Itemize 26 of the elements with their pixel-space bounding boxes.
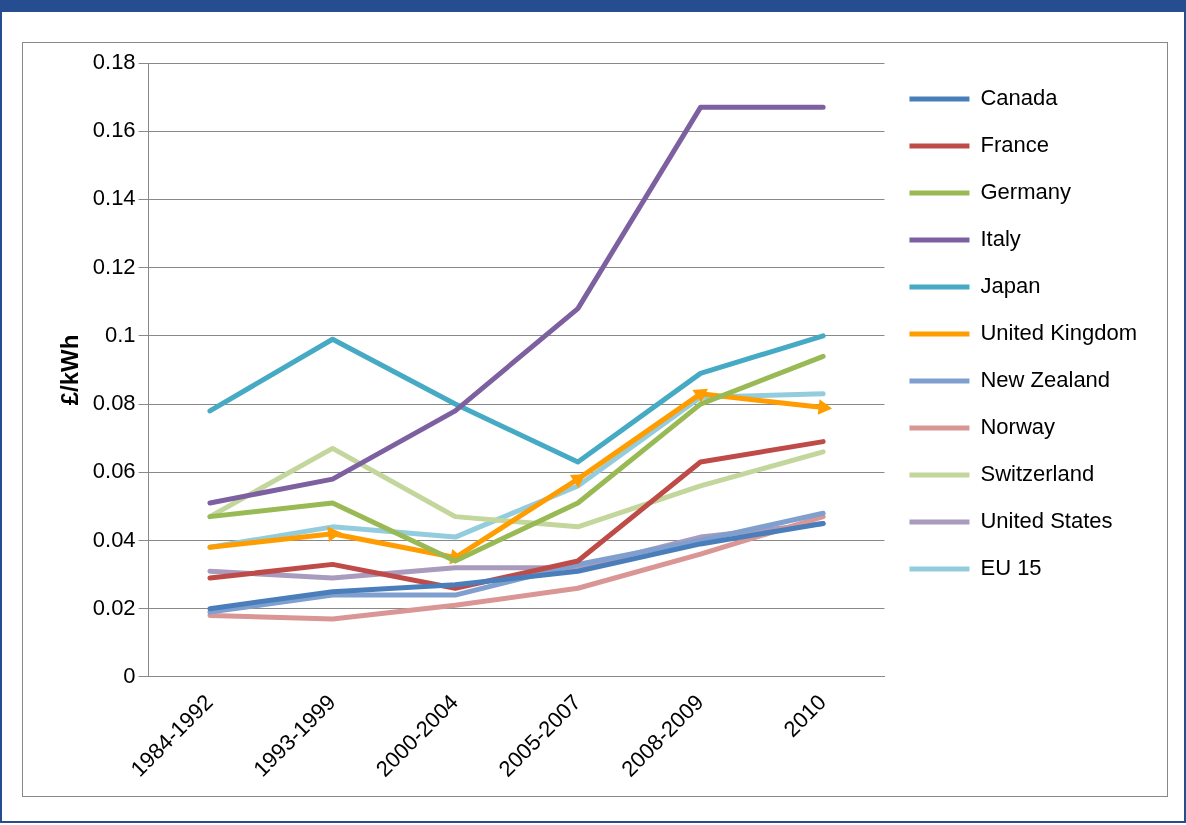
legend-label: Japan	[980, 273, 1041, 299]
y-tick-label: 0.16	[92, 117, 136, 143]
y-tick-label: 0.14	[92, 185, 136, 211]
legend-label: EU 15	[980, 555, 1042, 581]
point	[569, 474, 586, 489]
y-tick-label: 0.02	[92, 594, 136, 620]
legend-label: United States	[980, 508, 1113, 534]
y-axis-title: £/kWh	[56, 334, 84, 406]
legend-label: Italy	[980, 226, 1021, 252]
y-tick-label: 0.1	[105, 321, 136, 347]
y-tick-label: 0.04	[92, 526, 136, 552]
legend-label: Canada	[980, 85, 1059, 111]
y-tick-label: 0.08	[92, 390, 136, 416]
y-tick-label: 0.12	[92, 253, 136, 279]
legend-label: New Zealand	[980, 367, 1111, 393]
legend-label: Norway	[980, 414, 1056, 440]
point	[817, 399, 833, 415]
point	[327, 526, 342, 542]
point	[692, 388, 708, 403]
y-tick-label: 0.06	[92, 458, 136, 484]
legend-label: Switzerland	[980, 461, 1095, 487]
legend-label: Germany	[980, 179, 1071, 205]
y-tick-label: 0.18	[92, 49, 136, 75]
legend-label: United Kingdom	[980, 320, 1138, 346]
legend-label: France	[980, 132, 1049, 158]
y-tick-label: 0	[123, 663, 136, 688]
